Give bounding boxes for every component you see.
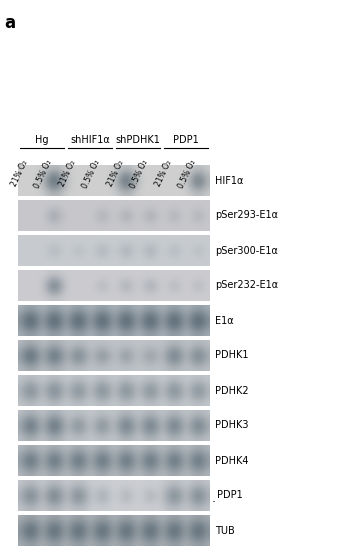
Text: shPDHK1: shPDHK1 <box>116 135 160 145</box>
Text: 21% O₂: 21% O₂ <box>106 158 126 187</box>
Text: shHIF1α: shHIF1α <box>70 135 110 145</box>
Text: .: . <box>212 492 216 505</box>
Text: PDHK3: PDHK3 <box>215 421 248 431</box>
Text: 0.5% O₂: 0.5% O₂ <box>81 158 102 190</box>
Text: 0.5% O₂: 0.5% O₂ <box>177 158 198 190</box>
Text: 21% O₂: 21% O₂ <box>10 158 30 187</box>
Text: pSer232-E1α: pSer232-E1α <box>215 281 278 291</box>
Text: pSer293-E1α: pSer293-E1α <box>215 210 278 220</box>
Text: 21% O₂: 21% O₂ <box>58 158 78 187</box>
Text: 0.5% O₂: 0.5% O₂ <box>129 158 150 190</box>
Text: PDHK1: PDHK1 <box>215 350 248 360</box>
Text: a: a <box>4 14 15 32</box>
Text: E1α: E1α <box>215 315 234 325</box>
Text: PDP1: PDP1 <box>217 490 243 501</box>
Text: PDHK4: PDHK4 <box>215 455 248 465</box>
Text: PDP1: PDP1 <box>173 135 199 145</box>
Text: Hg: Hg <box>35 135 49 145</box>
Text: pSer300-E1α: pSer300-E1α <box>215 246 278 256</box>
Text: PDHK2: PDHK2 <box>215 386 248 396</box>
Text: 0.5% O₂: 0.5% O₂ <box>33 158 54 190</box>
Text: TUB: TUB <box>215 526 235 536</box>
Text: 21% O₂: 21% O₂ <box>154 158 174 187</box>
Text: HIF1α: HIF1α <box>215 176 243 185</box>
